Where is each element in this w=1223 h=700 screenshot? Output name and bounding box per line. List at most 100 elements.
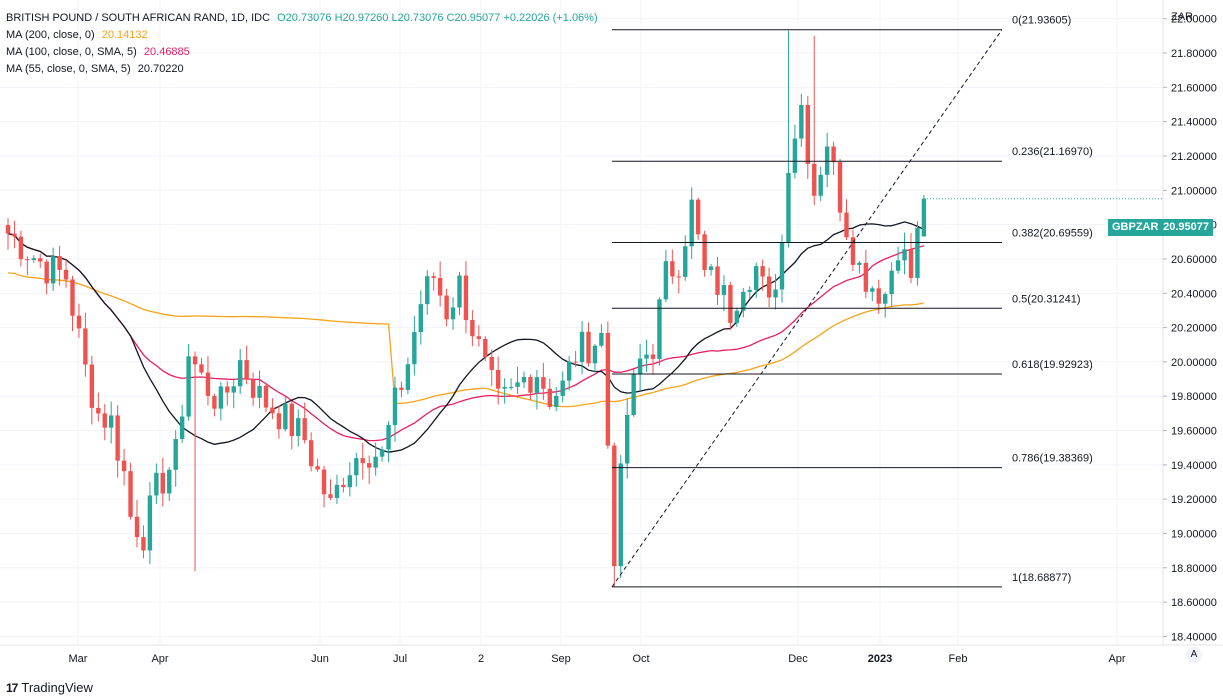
candle — [689, 187, 694, 259]
candle-body — [225, 386, 230, 393]
y-tick-label: 18.60000 — [1171, 597, 1217, 609]
candle-body — [483, 338, 488, 357]
legend-ma55[interactable]: MA (55, close, 0, SMA, 5) 20.70220 — [6, 61, 598, 78]
candle — [915, 221, 920, 286]
legend-ma100[interactable]: MA (100, close, 0, SMA, 5) 20.46885 — [6, 44, 598, 61]
candle — [154, 463, 159, 505]
price-tag-value: 20.95077 — [1163, 221, 1209, 233]
candle-body — [102, 413, 107, 428]
candle-body — [141, 537, 146, 551]
ma200-line — [7, 272, 925, 408]
candle — [89, 355, 95, 425]
x-tick-label: Jul — [393, 653, 407, 665]
candle-body — [754, 266, 759, 290]
candle-body — [560, 380, 565, 396]
close-value: C20.95077 — [446, 12, 501, 24]
candle — [766, 267, 772, 308]
candle-body — [238, 360, 243, 387]
candle — [721, 275, 727, 312]
candle — [270, 398, 275, 419]
candle-body — [683, 246, 688, 277]
candle — [663, 249, 669, 303]
candle-body — [895, 260, 901, 271]
fib-level-label: 0.786(19.38369) — [1012, 453, 1093, 465]
candle-body — [386, 424, 391, 450]
y-tick-label: 21.60000 — [1171, 82, 1217, 94]
candle-body — [276, 413, 282, 430]
candle-body — [283, 403, 288, 430]
candle-body — [212, 395, 217, 409]
candle-body — [689, 199, 694, 247]
candle — [857, 261, 862, 274]
candle — [134, 500, 140, 548]
candle — [883, 292, 888, 318]
candle-body — [128, 471, 133, 517]
candle — [476, 325, 482, 347]
candle — [824, 132, 830, 188]
candle — [83, 312, 88, 377]
x-tick-label: 2 — [478, 653, 484, 665]
y-tick-label: 18.80000 — [1171, 563, 1217, 575]
candle — [831, 141, 836, 176]
candle-body — [702, 234, 707, 271]
candle — [902, 232, 907, 275]
candle-body — [25, 259, 30, 261]
candle — [437, 261, 443, 307]
candle-body — [889, 270, 894, 295]
candle-body — [773, 289, 778, 298]
candle — [547, 378, 552, 410]
candle — [515, 366, 520, 394]
candle — [63, 259, 69, 288]
candle — [625, 398, 630, 479]
candle — [637, 343, 643, 391]
candle — [702, 230, 707, 277]
open-value: O20.73076 — [277, 12, 332, 24]
ma200-value: 20.14132 — [101, 29, 148, 41]
fibonacci-retracement[interactable]: 0(21.93605) 0.236(21.16970) 0.382(20.69559… — [611, 15, 1093, 588]
candle-body — [450, 307, 456, 320]
candle — [334, 474, 340, 504]
candle — [186, 344, 191, 421]
candle — [128, 462, 133, 520]
tradingview-branding[interactable]: 17 TradingView — [6, 680, 93, 695]
candle — [554, 387, 559, 412]
candle-body — [334, 484, 340, 498]
candle — [121, 449, 127, 486]
candle — [431, 272, 436, 291]
candle-body — [315, 466, 320, 470]
candle — [302, 402, 307, 444]
candle-body — [50, 256, 56, 284]
candle — [470, 310, 475, 347]
candle-body — [341, 484, 346, 488]
candle-body — [625, 415, 630, 464]
candle-body — [83, 328, 88, 365]
candle — [650, 343, 656, 375]
candle — [586, 322, 591, 367]
candle-body — [496, 369, 501, 389]
fib-trend-line[interactable] — [611, 29, 1003, 588]
chart-legend: BRITISH POUND / SOUTH AFRICAN RAND, 1D, … — [6, 10, 598, 78]
candle-body — [508, 386, 514, 388]
candle — [296, 409, 301, 447]
high-value: H20.97260 — [334, 12, 389, 24]
y-tick-label: 21.40000 — [1171, 117, 1217, 129]
candle — [618, 455, 623, 579]
fib-level-label: 0.236(21.16970) — [1012, 146, 1093, 158]
candle-body — [599, 332, 604, 346]
candle-body — [663, 261, 669, 300]
candle-body — [470, 320, 475, 337]
candle — [605, 321, 611, 449]
auto-scale-button[interactable]: A — [1186, 647, 1202, 663]
tradingview-name: TradingView — [21, 680, 93, 695]
candle — [818, 166, 823, 201]
candle-body — [308, 440, 314, 467]
candle-body — [296, 418, 301, 437]
candle-body — [147, 495, 153, 551]
candle-body — [173, 439, 178, 470]
axes: 22.00000 21.80000 21.60000 21.40000 21.20000… — [0, 0, 1223, 665]
candle — [321, 465, 327, 508]
legend-ma200[interactable]: MA (200, close, 0) 20.14132 — [6, 27, 598, 44]
candle-body — [605, 332, 611, 446]
candle — [631, 369, 636, 417]
